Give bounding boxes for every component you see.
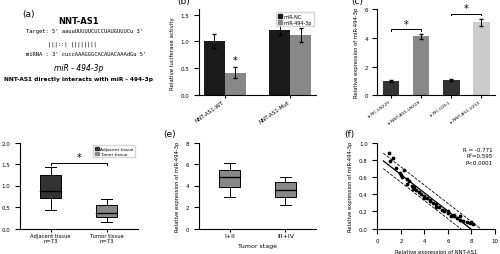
Legend: miR-NC, miR-494-3p: miR-NC, miR-494-3p — [276, 13, 314, 27]
Point — [426, 198, 434, 202]
Bar — [413, 37, 430, 96]
Text: |||::| ||||||||: |||::| |||||||| — [48, 41, 97, 46]
Bar — [473, 23, 490, 96]
Bar — [275, 183, 296, 198]
Y-axis label: Relative luciferase activity: Relative luciferase activity — [170, 17, 174, 89]
Point — [432, 203, 440, 207]
Point — [420, 194, 428, 198]
Point — [440, 210, 448, 214]
Bar — [443, 81, 460, 96]
Text: *: * — [464, 4, 468, 14]
Bar — [269, 30, 290, 96]
Point — [388, 156, 396, 160]
Point — [396, 171, 404, 175]
Point — [468, 220, 475, 224]
Point — [397, 173, 405, 178]
X-axis label: Tumor stage: Tumor stage — [238, 243, 277, 248]
Y-axis label: Relative expression of miR-494-3p: Relative expression of miR-494-3p — [348, 141, 354, 231]
Text: miRNA : 3' cuccAAAGGGCACAUACAAAdGu 5': miRNA : 3' cuccAAAGGGCACAUACAAAdGu 5' — [26, 52, 146, 57]
Point — [456, 215, 464, 219]
Point — [444, 210, 452, 214]
Text: *: * — [233, 56, 237, 66]
Point — [466, 221, 474, 226]
Point — [460, 219, 468, 223]
Bar — [225, 73, 246, 96]
Point — [414, 190, 422, 194]
Point — [426, 199, 434, 203]
Point — [444, 211, 452, 215]
Point — [434, 205, 442, 209]
Bar — [290, 36, 311, 96]
Point — [398, 175, 406, 179]
Point — [420, 196, 428, 200]
Text: Target: 5' aauuUUUUUCUCCUAUGUUUCu 3': Target: 5' aauuUUUUUCUCCUAUGUUUCu 3' — [26, 29, 143, 34]
Y-axis label: Relative expression of miR-494-3p: Relative expression of miR-494-3p — [354, 8, 358, 98]
Point — [450, 215, 458, 219]
Legend: Adjacent tissue, Tumor tissue: Adjacent tissue, Tumor tissue — [94, 145, 136, 158]
Point — [450, 213, 458, 217]
Text: (f): (f) — [344, 130, 355, 139]
Point — [386, 160, 394, 164]
Text: (a): (a) — [22, 10, 35, 19]
Point — [392, 167, 400, 171]
Bar — [204, 42, 225, 96]
Point — [412, 188, 420, 192]
Text: NNT-AS1: NNT-AS1 — [58, 17, 99, 26]
Bar — [219, 171, 240, 187]
Bar — [96, 205, 118, 217]
Point — [400, 168, 408, 172]
Point — [410, 185, 418, 189]
Text: NNT-AS1 directly interacts with miR - 494-3p: NNT-AS1 directly interacts with miR - 49… — [4, 77, 154, 82]
Point — [385, 151, 393, 155]
Bar — [40, 175, 62, 199]
Text: (b): (b) — [178, 0, 190, 6]
Bar — [383, 82, 400, 96]
Point — [448, 214, 456, 218]
Text: *: * — [76, 153, 81, 163]
Point — [438, 208, 446, 212]
Point — [417, 192, 425, 196]
Point — [454, 216, 462, 220]
Point — [432, 205, 440, 209]
Text: miR - 494-3p: miR - 494-3p — [54, 64, 104, 73]
Point — [428, 201, 436, 205]
Point — [456, 218, 464, 222]
Point — [405, 180, 413, 184]
Y-axis label: Relative expression of miR-494-3p: Relative expression of miR-494-3p — [175, 141, 180, 231]
Point — [408, 184, 416, 188]
Point — [403, 177, 411, 181]
Text: (e): (e) — [164, 130, 176, 139]
Point — [423, 197, 431, 201]
Text: *: * — [404, 20, 408, 30]
X-axis label: Relative expression of NNT-AS1: Relative expression of NNT-AS1 — [395, 249, 477, 254]
Text: R = -0.771
R²=0.595
P<0.0001: R = -0.771 R²=0.595 P<0.0001 — [463, 147, 492, 165]
Point — [468, 222, 476, 226]
Point — [463, 220, 471, 225]
Point — [403, 182, 411, 186]
Point — [408, 187, 416, 191]
Text: (c): (c) — [352, 0, 364, 6]
